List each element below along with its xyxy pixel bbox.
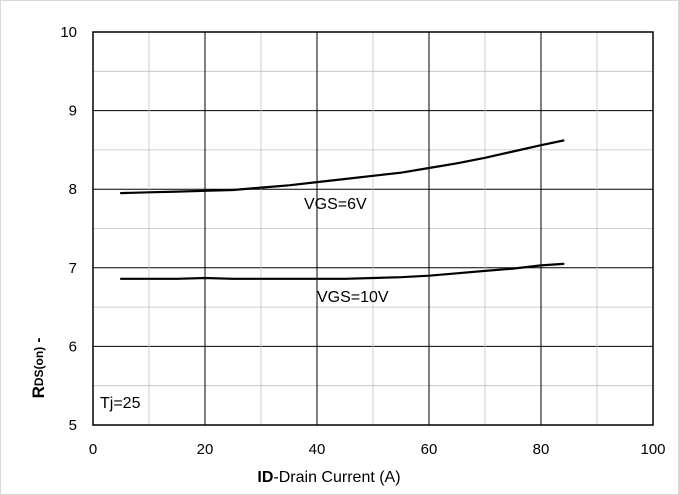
x-tick-label: 40 (309, 441, 326, 458)
annotation-vgs-10v: VGS=10V (317, 289, 389, 306)
y-axis-label-sub: DS(on) (32, 347, 46, 386)
y-axis-label: RDS(on) - (29, 338, 48, 399)
plot-area-border (92, 31, 654, 426)
series-lines (119, 139, 565, 280)
annotation-tj: Tj=25 (100, 395, 141, 412)
series-line-vgs-6v (119, 139, 565, 195)
grid-lines (92, 31, 654, 426)
annotation-vgs-6v: VGS=6V (304, 196, 367, 213)
x-tick-label: 0 (89, 441, 97, 458)
y-tick-label: 10 (60, 24, 77, 41)
x-tick-label: 60 (421, 441, 438, 458)
y-tick-label: 6 (69, 338, 77, 355)
x-tick-labels: 0 20 40 60 80 100 (89, 441, 666, 458)
y-tick-labels: 5 6 7 8 9 10 (60, 24, 77, 434)
y-axis-label-suffix: - (30, 338, 47, 347)
y-tick-label: 7 (69, 260, 77, 277)
y-tick-label: 9 (69, 103, 77, 120)
x-axis-label: ID-Drain Current (A) (257, 469, 400, 486)
series-line-vgs-10v (119, 262, 565, 280)
x-axis-label-text: -Drain Current (A) (273, 469, 400, 486)
y-tick-label: 5 (69, 417, 77, 434)
x-tick-label: 20 (197, 441, 214, 458)
x-axis-label-symbol: ID (257, 469, 273, 486)
x-tick-label: 100 (640, 441, 665, 458)
y-axis-label-main: R (29, 386, 48, 398)
x-tick-label: 80 (533, 441, 550, 458)
y-tick-label: 8 (69, 181, 77, 198)
